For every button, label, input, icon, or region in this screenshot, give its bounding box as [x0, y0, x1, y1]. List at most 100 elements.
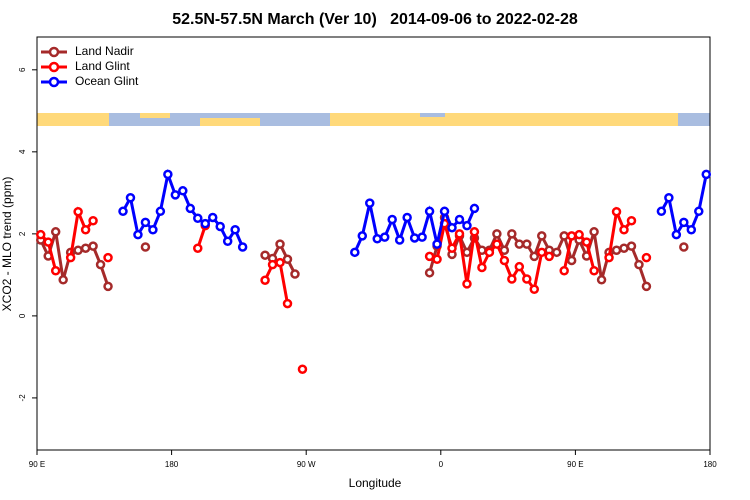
point	[379, 232, 390, 242]
y-tick-label: 4	[18, 149, 27, 154]
point	[589, 227, 599, 237]
point	[402, 212, 412, 223]
point	[200, 218, 210, 229]
point	[118, 206, 128, 217]
y-axis-label: XCO2 - MLO trend (ppm)	[0, 177, 14, 312]
point	[222, 236, 233, 246]
legend-marker	[48, 61, 60, 73]
point	[641, 252, 652, 263]
point	[424, 251, 435, 262]
point	[529, 251, 540, 262]
point	[275, 239, 285, 249]
point	[50, 227, 61, 237]
point	[469, 203, 480, 214]
point	[477, 262, 487, 273]
map-strip	[37, 113, 710, 126]
point	[170, 190, 181, 200]
point	[88, 215, 98, 226]
point	[484, 247, 495, 258]
x-tick-label: 180	[703, 460, 717, 469]
point	[394, 235, 405, 245]
legend-marker	[48, 76, 60, 88]
x-tick-label: 90 E	[567, 460, 583, 469]
point	[73, 245, 83, 256]
point	[88, 241, 98, 251]
point	[514, 261, 525, 272]
point	[551, 247, 562, 258]
point	[589, 266, 599, 276]
point	[290, 269, 300, 279]
point	[694, 206, 704, 217]
point	[462, 279, 472, 289]
point	[275, 257, 285, 268]
point	[439, 206, 450, 217]
point	[454, 229, 465, 239]
point	[73, 206, 83, 217]
point	[514, 239, 525, 249]
point	[140, 217, 151, 228]
legend-marker	[48, 46, 60, 58]
point	[237, 242, 248, 252]
point	[95, 259, 106, 270]
point	[432, 254, 442, 265]
point	[581, 237, 592, 247]
point	[178, 186, 188, 196]
y-tick-label: -2	[18, 394, 27, 402]
point	[701, 169, 712, 180]
point	[447, 222, 457, 233]
point	[566, 231, 577, 241]
point	[424, 268, 435, 278]
point	[185, 203, 196, 214]
point	[611, 245, 622, 256]
point	[559, 266, 569, 276]
point	[507, 274, 517, 284]
y-tick-label: 6	[18, 67, 27, 72]
point	[260, 250, 270, 260]
point	[357, 231, 368, 241]
point	[492, 239, 502, 249]
point	[193, 243, 203, 253]
point	[626, 241, 637, 251]
point	[611, 206, 622, 217]
point	[50, 266, 61, 276]
point	[447, 243, 457, 253]
point	[596, 275, 607, 285]
point	[499, 255, 510, 266]
chart-title: 52.5N-57.5N March (Ver 10) 2014-09-06 to…	[172, 11, 578, 28]
point	[537, 231, 547, 241]
point	[469, 227, 480, 237]
y-tick-label: 2	[18, 231, 27, 236]
point	[522, 274, 532, 284]
point	[125, 193, 136, 203]
point	[664, 193, 674, 203]
point	[163, 169, 173, 180]
point	[462, 220, 472, 231]
point	[80, 225, 91, 235]
point	[529, 284, 540, 294]
point	[350, 247, 360, 258]
point	[207, 212, 218, 223]
point	[559, 231, 569, 241]
point	[409, 233, 420, 243]
point	[417, 232, 427, 242]
point	[43, 237, 53, 247]
legend-label: Land Nadir	[75, 44, 134, 58]
point	[537, 247, 547, 258]
point	[148, 225, 158, 235]
point	[80, 243, 91, 253]
point	[492, 229, 502, 239]
point	[133, 229, 143, 240]
point	[619, 225, 629, 235]
point	[58, 275, 68, 285]
x-tick-label: 0	[439, 460, 444, 469]
point	[641, 281, 652, 292]
x-tick-label: 180	[165, 460, 179, 469]
point	[193, 213, 203, 224]
point	[679, 217, 689, 228]
point	[140, 242, 151, 252]
point	[686, 225, 697, 235]
y-tick-label: 0	[18, 313, 27, 318]
point	[656, 206, 667, 217]
point	[462, 247, 472, 258]
legend-label: Ocean Glint	[75, 74, 139, 88]
